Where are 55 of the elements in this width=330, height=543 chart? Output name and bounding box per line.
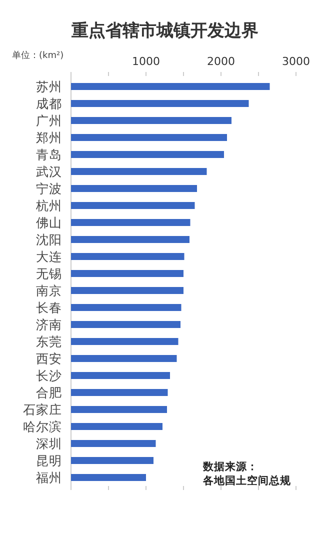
bar [71,304,182,311]
y-tick-label: 佛山 [36,215,62,230]
y-tick-label: 大连 [36,249,62,264]
x-axis-title: 单位：(km²) [12,50,64,61]
y-tick-label: 昆明 [36,453,62,468]
bar [71,440,156,447]
bar [71,100,249,107]
x-tick-label: 3000 [282,55,310,68]
bar [71,321,180,328]
bar [71,219,190,226]
x-tick-label: 2000 [207,55,235,68]
x-tick-label: 1000 [132,55,160,68]
y-tick-label: 西安 [36,351,62,366]
bar [71,406,167,413]
y-tick-label: 苏州 [36,79,62,94]
y-tick-label: 无锡 [36,266,62,281]
y-tick-label: 郑州 [36,130,62,145]
y-tick-label: 东莞 [36,334,62,349]
bar [71,202,195,209]
y-tick-label: 长沙 [36,368,62,383]
bar [71,338,178,345]
bar [71,185,197,192]
bar [71,372,170,379]
y-tick-label: 合肥 [36,385,62,400]
y-tick-label: 南京 [36,283,62,298]
y-tick-label: 济南 [36,317,62,332]
bar [71,134,227,141]
y-tick-label: 长春 [36,300,62,315]
y-tick-label: 青岛 [36,147,62,162]
bar [71,270,184,277]
bar [71,287,184,294]
bar [71,389,168,396]
y-tick-label: 福州 [36,470,62,485]
annotation: 各地国土空间总规 [202,474,292,487]
bar [71,151,224,158]
bar [71,236,190,243]
y-tick-label: 广州 [36,113,62,128]
y-tick-label: 杭州 [35,198,62,213]
bar [71,423,162,430]
bar [71,457,154,464]
y-tick-label: 石家庄 [23,402,62,417]
bar [71,168,207,175]
bar [71,474,146,481]
y-tick-label: 深圳 [36,436,62,451]
bar [71,253,184,260]
chart-title: 重点省辖市城镇开发边界 [70,21,258,41]
y-tick-label: 哈尔滨 [23,419,62,434]
y-tick-label: 沈阳 [36,232,62,247]
annotation: 数据来源： [202,460,258,473]
y-tick-label: 武汉 [36,164,62,179]
bar [71,83,270,90]
y-tick-label: 成都 [36,96,62,111]
y-tick-label: 宁波 [36,181,62,196]
bar [71,355,177,362]
bar [71,117,232,124]
